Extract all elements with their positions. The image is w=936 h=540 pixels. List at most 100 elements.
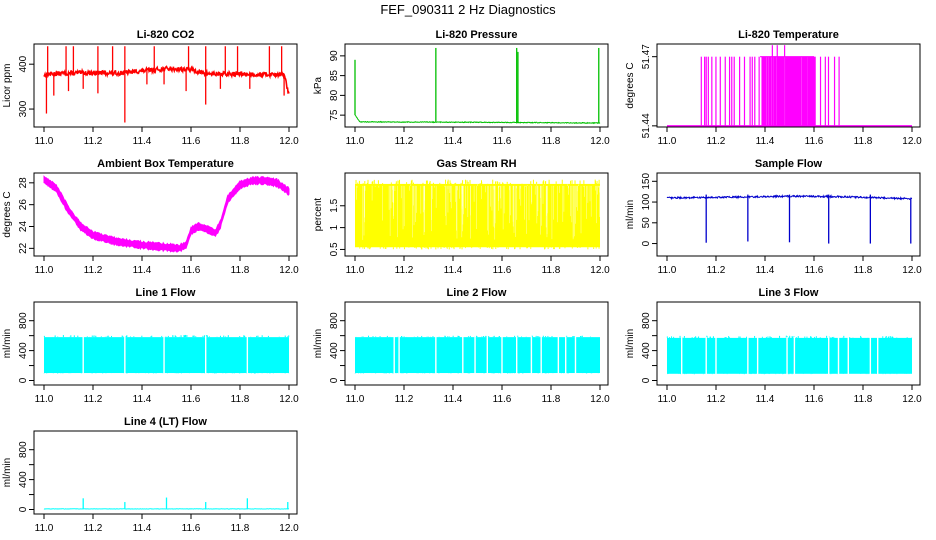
y-tick-label: 0 xyxy=(18,377,29,383)
x-tick-label: 11.6 xyxy=(182,523,201,534)
y-axis-label: Licor ppm xyxy=(2,64,13,108)
y-tick-label: 24 xyxy=(18,221,29,233)
x-tick-label: 11.6 xyxy=(182,265,201,276)
y-tick-label: 1.5 xyxy=(329,198,340,212)
panel-title: Line 2 Flow xyxy=(447,287,507,299)
x-tick-label: 12.0 xyxy=(902,136,922,147)
x-tick-label: 11.4 xyxy=(756,265,775,276)
panel-title: Line 1 Flow xyxy=(136,287,196,299)
x-tick-label: 11.0 xyxy=(35,523,54,534)
x-tick-label: 11.8 xyxy=(231,265,250,276)
x-tick-label: 11.2 xyxy=(395,394,414,405)
x-tick-label: 11.0 xyxy=(346,265,365,276)
x-tick-label: 11.6 xyxy=(805,394,824,405)
x-tick-label: 11.2 xyxy=(395,265,414,276)
series-line xyxy=(43,65,290,95)
y-tick-label: 0.5 xyxy=(329,242,340,256)
x-tick-label: 11.2 xyxy=(707,265,726,276)
plot-frame xyxy=(656,172,921,257)
y-tick-label: 75 xyxy=(329,109,340,121)
x-tick-label: 11.4 xyxy=(756,394,775,405)
y-tick-label: 51.47 xyxy=(641,44,652,69)
x-tick-label: 11.4 xyxy=(444,394,463,405)
panel-line4: Line 4 (LT) Flow ml/min 11.0 11.2 11.4 11.6 11… xyxy=(2,416,299,534)
x-tick-label: 11.6 xyxy=(805,265,824,276)
y-tick-label: 22 xyxy=(18,242,29,254)
y-tick-label: 0 xyxy=(329,377,340,383)
y-axis-label: ml/min xyxy=(2,458,13,487)
y-tick-label: 150 xyxy=(641,173,652,190)
x-tick-label: 11.0 xyxy=(35,394,54,405)
x-tick-label: 11.4 xyxy=(133,136,152,147)
panel-co2: Li-820 CO2 Licor ppm 11.0 11.2 11.4 11.6 11.8 1… xyxy=(2,29,299,147)
x-tick-label: 12.0 xyxy=(279,523,299,534)
panel-temp820: Li-820 Temperature degrees C 11.0 11.2 11.4 1… xyxy=(625,29,922,147)
y-tick-label: 300 xyxy=(18,100,29,117)
y-tick-label: 28 xyxy=(18,177,29,189)
x-tick-label: 11.6 xyxy=(493,394,512,405)
panel-line1: Line 1 Flow ml/min 11.0 11.2 11.4 11.6 11.8 12.… xyxy=(2,287,299,405)
x-tick-label: 11.6 xyxy=(493,136,512,147)
panel-title: Li-820 Temperature xyxy=(738,29,839,41)
x-tick-label: 11.6 xyxy=(182,394,201,405)
y-tick-label: 800 xyxy=(641,312,652,329)
x-tick-label: 12.0 xyxy=(279,136,299,147)
x-tick-label: 12.0 xyxy=(902,394,922,405)
plot-frame xyxy=(33,301,298,386)
panel-line2: Line 2 Flow ml/min 11.0 11.2 11.4 11.6 11.8 12.… xyxy=(313,287,610,405)
x-tick-label: 11.0 xyxy=(35,136,54,147)
x-tick-label: 11.8 xyxy=(231,394,250,405)
series-sample xyxy=(666,194,913,244)
series-temp820 xyxy=(667,45,912,127)
series-fill xyxy=(667,337,912,374)
chart-panels: Li-820 CO2 Licor ppm 11.0 11.2 11.4 11.6 11.8 1… xyxy=(2,29,922,534)
y-axis-label: degrees C xyxy=(2,191,13,237)
y-tick-label: 26 xyxy=(18,199,29,211)
x-tick-label: 11.0 xyxy=(658,136,677,147)
x-tick-label: 11.2 xyxy=(84,265,103,276)
x-tick-label: 11.0 xyxy=(346,394,365,405)
x-tick-label: 12.0 xyxy=(902,265,922,276)
x-tick-label: 12.0 xyxy=(590,136,610,147)
y-axis-label: ml/min xyxy=(625,200,636,229)
series-pressure xyxy=(354,47,601,125)
y-tick-label: 80 xyxy=(329,89,340,101)
y-tick-label: 400 xyxy=(329,342,340,359)
series-line4 xyxy=(43,497,290,510)
x-tick-label: 11.2 xyxy=(707,136,726,147)
x-tick-label: 11.0 xyxy=(35,265,54,276)
x-tick-label: 12.0 xyxy=(590,394,610,405)
y-axis-label: ml/min xyxy=(625,329,636,358)
x-tick-label: 11.8 xyxy=(231,136,250,147)
figure-title: FEF_090311 2 Hz Diagnostics xyxy=(380,2,556,17)
plot-frame xyxy=(656,43,921,128)
series-line3 xyxy=(666,335,913,375)
x-tick-label: 11.8 xyxy=(854,394,873,405)
series-fill xyxy=(44,337,289,374)
y-tick-label: 400 xyxy=(18,55,29,72)
y-tick-label: 400 xyxy=(641,342,652,359)
y-tick-label: 50 xyxy=(641,217,652,229)
x-tick-label: 11.2 xyxy=(395,136,414,147)
plot-frame xyxy=(344,172,609,257)
y-axis-label: degrees C xyxy=(625,62,636,108)
panel-sample: Sample Flow ml/min 11.0 11.2 11.4 11.6 11.8 12.… xyxy=(625,158,922,276)
y-tick-label: 800 xyxy=(18,312,29,329)
panel-title: Li-820 Pressure xyxy=(436,29,518,41)
y-axis-label: kPa xyxy=(313,76,324,94)
x-tick-label: 11.6 xyxy=(805,136,824,147)
y-tick-label: 1 xyxy=(329,224,340,230)
x-tick-label: 11.4 xyxy=(756,136,775,147)
x-tick-label: 11.4 xyxy=(133,265,152,276)
panel-ambient: Ambient Box Temperature degrees C 11.0 11.2… xyxy=(2,158,299,276)
plot-frame xyxy=(344,43,609,128)
x-tick-label: 11.2 xyxy=(707,394,726,405)
panel-pressure: Li-820 Pressure kPa 11.0 11.2 11.4 11.6 11.8 12… xyxy=(313,29,610,147)
series-line1 xyxy=(43,334,290,375)
series-ambient xyxy=(43,175,290,253)
y-tick-label: 400 xyxy=(18,471,29,488)
y-tick-label: 51.44 xyxy=(641,113,652,138)
panel-title: Ambient Box Temperature xyxy=(97,158,234,170)
series-line xyxy=(354,114,601,125)
